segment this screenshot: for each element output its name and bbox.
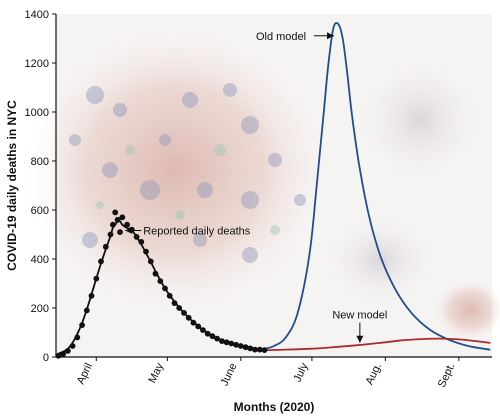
y-tick-label: 1400 xyxy=(25,9,49,21)
reported-daily-deaths-point xyxy=(117,229,123,236)
reported-daily-deaths-point xyxy=(247,345,254,352)
reported-daily-deaths-point xyxy=(143,248,149,255)
reported-daily-deaths-point xyxy=(166,292,173,299)
annotation-new-model: New model xyxy=(332,310,387,322)
reported-daily-deaths-point xyxy=(252,346,258,353)
annotation-layer: Old model Reported daily deaths New model xyxy=(125,31,387,343)
reported-daily-deaths-point xyxy=(181,310,187,316)
reported-daily-deaths-point xyxy=(204,330,211,337)
reported-daily-deaths-point xyxy=(185,314,192,321)
reported-daily-deaths-point xyxy=(171,300,178,306)
reported-daily-deaths-point xyxy=(74,334,81,341)
old-model-line xyxy=(261,22,491,351)
x-tick-label: May xyxy=(146,361,166,385)
y-tick-label: 200 xyxy=(31,303,49,315)
reported-daily-deaths-point xyxy=(138,239,145,245)
x-tick-label: April xyxy=(75,361,95,386)
reported-daily-deaths-point xyxy=(147,258,154,265)
reported-daily-deaths-point xyxy=(112,209,119,216)
reported-daily-deaths-point xyxy=(133,234,140,240)
x-tick-label: Sept. xyxy=(436,361,458,389)
reported-daily-deaths-point xyxy=(256,346,263,353)
reported-daily-deaths-point xyxy=(223,339,230,346)
reported-daily-deaths-point xyxy=(69,343,76,349)
annotation-arrowhead xyxy=(326,32,334,40)
y-tick-label: 0 xyxy=(43,352,49,364)
reported-daily-deaths-point xyxy=(219,338,225,344)
reported-daily-deaths-point xyxy=(55,352,62,359)
reported-daily-deaths-point xyxy=(200,327,206,333)
y-tick-label: 400 xyxy=(31,254,49,266)
y-tick-label: 1000 xyxy=(25,107,49,119)
annotation-arrowhead xyxy=(125,226,133,234)
reported-daily-deaths-point xyxy=(124,221,130,228)
background-virus-illustration xyxy=(25,14,500,357)
y-tick-label: 800 xyxy=(31,156,49,168)
reported-daily-deaths-point xyxy=(119,214,126,221)
reported-daily-deaths-point xyxy=(242,344,249,351)
reported-daily-deaths-point xyxy=(60,351,66,357)
reported-daily-deaths-point xyxy=(209,333,216,340)
reported-daily-deaths-point xyxy=(102,243,109,250)
reported-daily-deaths-point xyxy=(79,322,85,328)
x-tick-label: July xyxy=(291,361,310,384)
reported-daily-deaths-point xyxy=(237,343,244,349)
reported-daily-deaths-point xyxy=(98,258,104,265)
series-layer xyxy=(55,22,491,359)
annotation-reported-daily-deaths: Reported daily deaths xyxy=(143,225,251,237)
reported-daily-deaths-point xyxy=(88,292,95,299)
reported-daily-deaths-point xyxy=(190,319,197,326)
reported-daily-deaths-point xyxy=(195,323,202,330)
reported-daily-deaths-point xyxy=(83,307,90,314)
reported-daily-deaths-point xyxy=(114,216,121,223)
y-tick-label: 1200 xyxy=(25,58,49,70)
reported-daily-deaths-point xyxy=(110,221,116,228)
reported-daily-deaths-point xyxy=(214,335,221,342)
y-axis-title: COVID-19 daily deaths in NYC xyxy=(5,100,19,271)
reported-daily-deaths-point xyxy=(233,341,240,348)
reported-daily-deaths-point xyxy=(152,270,159,277)
reported-daily-deaths-point xyxy=(93,275,100,282)
x-axis-title: Months (2020) xyxy=(234,400,315,414)
reported-daily-deaths-point xyxy=(157,278,164,284)
annotation-old-model: Old model xyxy=(256,31,306,43)
reported-daily-deaths-point xyxy=(228,340,235,347)
reported-daily-deaths-point xyxy=(176,305,183,311)
reported-daily-deaths-point xyxy=(107,231,114,238)
new-model-line xyxy=(261,337,491,351)
reported-daily-deaths-point xyxy=(64,348,71,354)
y-tick-label: 600 xyxy=(31,205,49,217)
annotation-arrowhead xyxy=(356,335,364,343)
x-tick-label: June xyxy=(219,361,240,388)
reported-daily-deaths-point xyxy=(162,285,168,292)
reported-daily-deaths-point xyxy=(261,347,268,353)
x-tick-label: Aug. xyxy=(364,361,384,387)
